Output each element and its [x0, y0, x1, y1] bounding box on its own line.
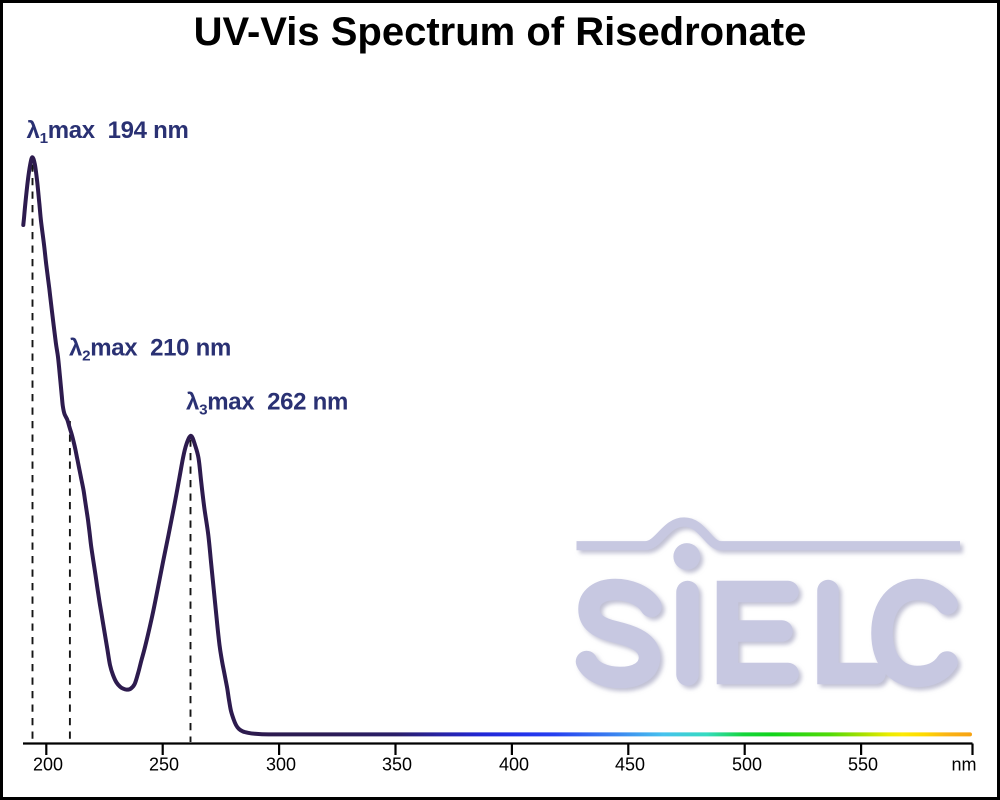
- svg-text:400: 400: [499, 755, 529, 775]
- svg-text:350: 350: [382, 755, 412, 775]
- svg-text:λ2max 210 nm: λ2max 210 nm: [69, 335, 231, 365]
- svg-text:UV-Vis Spectrum of Risedronate: UV-Vis Spectrum of Risedronate: [194, 10, 807, 54]
- svg-text:450: 450: [615, 755, 645, 775]
- svg-text:300: 300: [266, 755, 296, 775]
- svg-text:λ3max 262 nm: λ3max 262 nm: [186, 388, 348, 418]
- svg-text:nm: nm: [951, 755, 976, 775]
- svg-text:λ1max 194 nm: λ1max 194 nm: [27, 117, 189, 147]
- svg-text:200: 200: [33, 755, 63, 775]
- svg-text:250: 250: [149, 755, 179, 775]
- svg-text:550: 550: [848, 755, 878, 775]
- svg-text:500: 500: [732, 755, 762, 775]
